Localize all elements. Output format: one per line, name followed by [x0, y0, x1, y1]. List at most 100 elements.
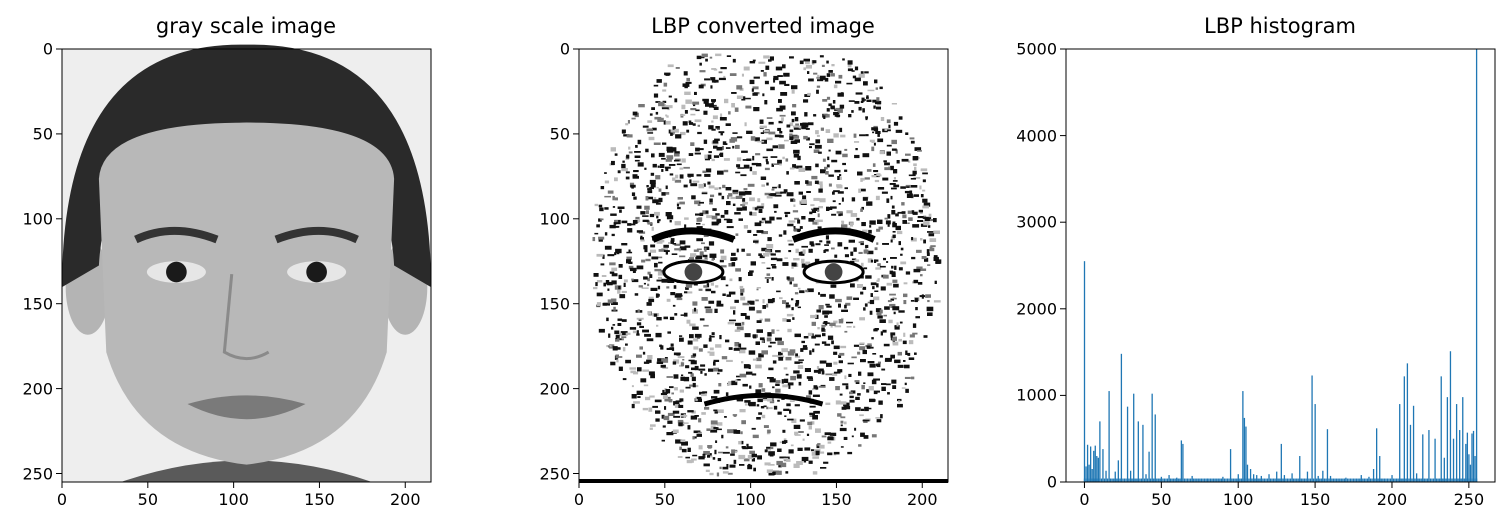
histogram-bar — [1449, 351, 1452, 482]
histogram-bar — [1354, 478, 1356, 482]
histogram-bar — [1148, 451, 1150, 482]
histogram-bar — [1372, 478, 1375, 482]
histogram-bar — [1359, 478, 1361, 482]
histogram-bar — [1133, 393, 1135, 482]
histogram-bar — [1171, 478, 1173, 482]
histogram-bar — [1377, 478, 1379, 482]
histogram-bar — [1334, 478, 1336, 482]
histogram-bar — [1469, 464, 1472, 482]
histogram-bar — [1154, 414, 1156, 482]
histogram-bar — [1228, 478, 1230, 482]
histogram-bar — [1314, 478, 1316, 482]
histogram-bar — [1426, 478, 1429, 482]
histogram-bar — [1291, 478, 1293, 482]
histogram-bar — [1168, 475, 1170, 482]
histogram-bar — [1468, 454, 1470, 482]
histogram-bar — [1166, 478, 1169, 482]
histogram-bar — [1216, 478, 1218, 482]
histogram-bar — [1145, 474, 1147, 482]
histogram-bar — [1245, 426, 1247, 482]
histogram-bar — [1157, 478, 1159, 482]
histogram-bar — [1249, 469, 1252, 482]
histogram-bar — [1356, 478, 1358, 482]
histogram-bar — [1412, 405, 1415, 482]
lbp-texture — [592, 53, 942, 477]
histogram-bar — [1160, 478, 1163, 482]
histogram-bar — [1114, 478, 1116, 482]
histogram-bar — [1083, 478, 1086, 482]
histogram-bar — [1291, 473, 1293, 482]
histogram-bar — [1177, 478, 1179, 482]
histogram-bar — [1320, 478, 1322, 482]
histogram-bar — [1189, 478, 1192, 482]
histogram-bar — [1246, 478, 1249, 482]
histogram-bar — [1140, 478, 1143, 482]
x-tick-label: 200 — [389, 490, 421, 509]
histogram-bar — [1245, 478, 1247, 482]
histogram-bar — [1403, 376, 1405, 482]
histogram-bar — [1288, 478, 1290, 482]
histogram-bar — [1088, 464, 1090, 482]
histogram-bar — [1182, 443, 1184, 482]
histogram-bar — [1343, 478, 1346, 482]
shirt-collar — [121, 460, 372, 482]
histogram-bar — [1423, 478, 1425, 482]
histogram-bar — [1286, 478, 1289, 482]
histogram-bar — [1376, 428, 1378, 482]
histogram-bar — [1223, 478, 1226, 482]
histogram-bar — [1176, 478, 1178, 482]
histogram-bar — [1357, 478, 1359, 482]
histogram-bar — [1329, 478, 1332, 482]
histogram-bar — [1142, 424, 1144, 482]
histogram-bar — [1446, 478, 1449, 482]
histogram-bar — [1100, 478, 1103, 482]
histogram-bar — [1226, 478, 1229, 482]
histogram-bar — [1469, 478, 1472, 482]
panel-lbp-image: LBP converted image 0 50 100 150 200 0 50 100 15… — [539, 14, 949, 509]
histogram-bar — [1129, 470, 1132, 482]
histogram-bar — [1248, 478, 1250, 482]
histogram-bar — [1122, 478, 1124, 482]
y-tick-label: 0 — [559, 39, 570, 59]
histogram-bar — [1123, 478, 1126, 482]
histogram-bar — [1455, 478, 1458, 482]
histogram-bar — [1437, 478, 1439, 482]
histogram-bar — [1285, 478, 1287, 482]
histogram-bar — [1233, 478, 1235, 482]
histogram-bar — [1208, 478, 1210, 482]
histogram-bar — [1109, 478, 1112, 482]
histogram-bar — [1222, 478, 1224, 482]
histogram-bar — [1385, 478, 1387, 482]
histogram-bar — [1096, 456, 1098, 482]
histogram-bar — [1102, 449, 1104, 482]
left-pupil — [684, 263, 703, 281]
histogram-bar — [1148, 478, 1150, 482]
histogram-bar — [1386, 478, 1389, 482]
histogram-bar — [1399, 404, 1401, 482]
histogram-bar — [1229, 478, 1232, 482]
histogram-bar — [1219, 478, 1221, 482]
histogram-bar — [1296, 478, 1298, 482]
histogram-bar — [1120, 478, 1123, 482]
histogram-bar — [1454, 478, 1456, 482]
axes-frame — [1065, 48, 1496, 483]
histogram-bar — [1206, 478, 1209, 482]
histogram-bar — [1369, 478, 1372, 482]
histogram-bar — [1199, 478, 1201, 482]
histogram-bar — [1276, 478, 1278, 482]
histogram-bar — [1317, 478, 1319, 482]
histogram-bar — [1113, 478, 1115, 482]
histogram-bar — [1305, 478, 1307, 482]
histogram-bar — [1131, 478, 1133, 482]
left-eyebrow — [134, 226, 219, 244]
histogram-bar — [1236, 478, 1238, 482]
histogram-bar — [1249, 478, 1252, 482]
histogram-bar — [1463, 478, 1465, 482]
histogram-bar — [1185, 478, 1187, 482]
histogram-bar — [1262, 478, 1264, 482]
histogram-bar — [1280, 478, 1282, 482]
y-tick-label: 0 — [42, 39, 53, 59]
histogram-bar — [1340, 478, 1342, 482]
x-tick-label: 50 — [137, 490, 158, 509]
histogram-bar — [1465, 443, 1467, 482]
